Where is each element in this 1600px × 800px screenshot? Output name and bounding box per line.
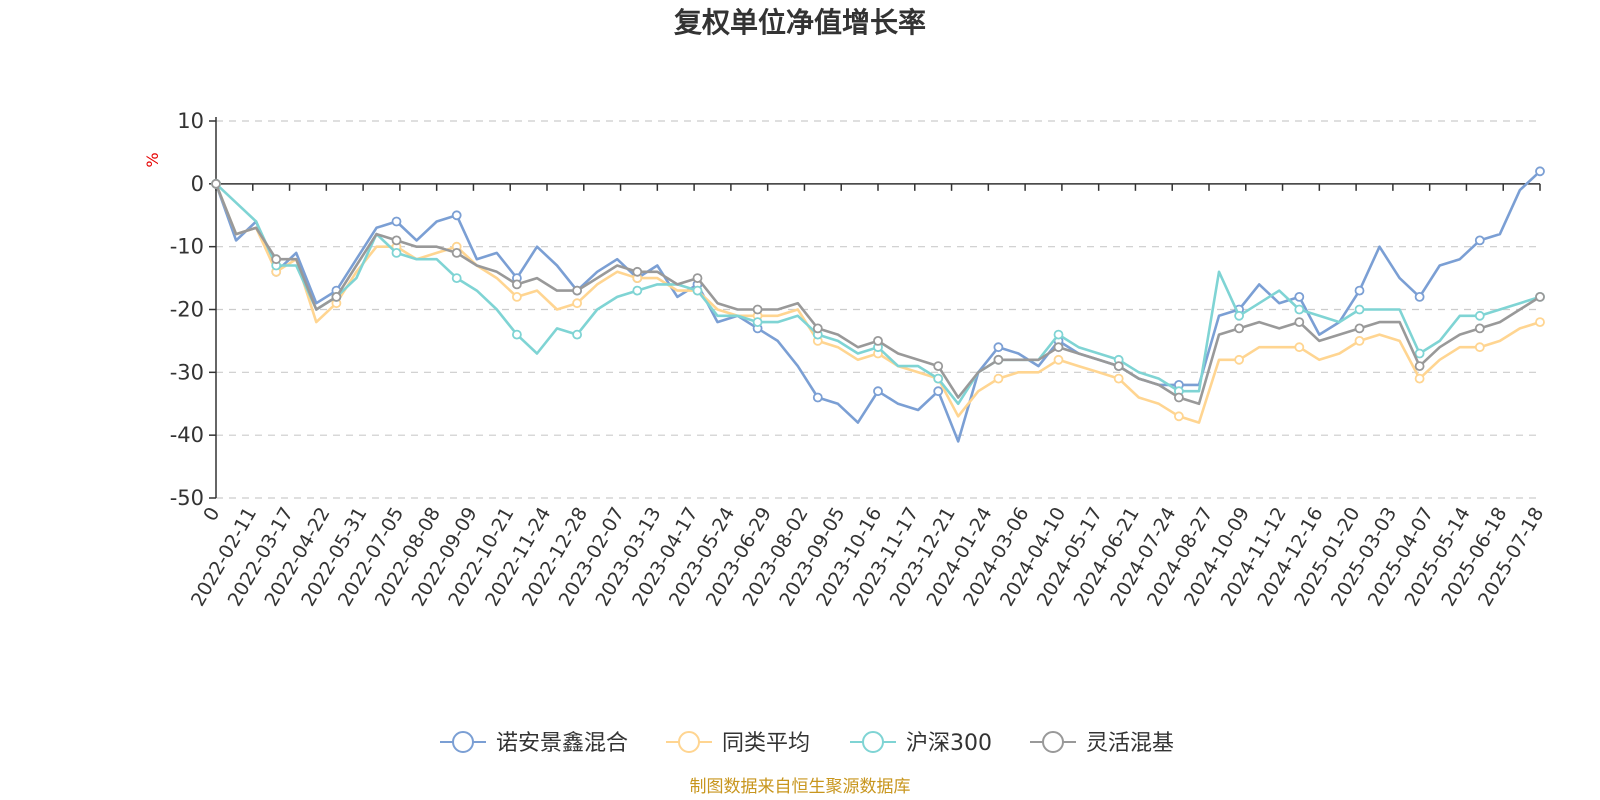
data-source-note: 制图数据来自恒生聚源数据库 xyxy=(690,777,911,797)
data-point xyxy=(993,342,1004,353)
data-point xyxy=(632,266,643,277)
data-point xyxy=(512,279,522,290)
data-point xyxy=(451,273,462,284)
x-tick-label: 0 xyxy=(199,504,224,525)
data-point xyxy=(1354,285,1365,296)
data-point xyxy=(1414,291,1425,302)
data-point xyxy=(1234,310,1244,321)
legend-label: 沪深300 xyxy=(906,731,992,756)
data-point xyxy=(1474,323,1485,334)
data-point xyxy=(572,298,582,309)
data-point xyxy=(1053,329,1064,340)
data-point xyxy=(1294,317,1305,328)
chart-title: 复权单位净值增长率 xyxy=(674,6,926,39)
data-point xyxy=(391,235,402,246)
data-point xyxy=(692,285,703,296)
axes xyxy=(209,117,1541,499)
y-tick-label: -10 xyxy=(170,235,204,259)
data-point xyxy=(1053,354,1064,365)
data-point xyxy=(993,373,1004,384)
data-point xyxy=(812,392,823,403)
y-tick-label: -50 xyxy=(170,486,204,510)
legend-item[interactable]: 沪深300 xyxy=(850,731,992,756)
grid-lines xyxy=(216,120,1540,499)
data-point xyxy=(1414,348,1425,359)
data-point xyxy=(1354,335,1365,346)
data-point xyxy=(1294,291,1305,302)
series-line xyxy=(215,182,1541,406)
data-point xyxy=(933,373,944,384)
data-point xyxy=(1113,361,1124,372)
y-tick-label: 0 xyxy=(191,172,204,196)
data-point xyxy=(1354,304,1365,315)
data-point xyxy=(993,354,1004,365)
data-point xyxy=(1414,373,1425,384)
data-point xyxy=(1174,392,1184,403)
series-line xyxy=(214,170,1541,443)
data-point xyxy=(1474,235,1485,246)
data-point xyxy=(512,329,522,340)
data-point xyxy=(752,304,763,315)
y-axis-unit: % xyxy=(143,152,162,167)
data-point xyxy=(933,361,944,372)
data-point xyxy=(692,273,703,284)
data-point xyxy=(391,216,402,227)
data-point xyxy=(1174,411,1184,422)
data-point xyxy=(331,291,342,302)
data-point xyxy=(752,317,763,328)
data-point xyxy=(271,254,282,265)
data-point xyxy=(873,335,883,346)
legend-marker xyxy=(862,731,884,753)
y-tick-label: -30 xyxy=(170,360,204,384)
data-point xyxy=(391,247,402,258)
y-tick-label: -40 xyxy=(170,423,204,447)
data-point xyxy=(211,178,221,189)
data-point xyxy=(873,386,883,397)
legend-marker xyxy=(452,731,474,753)
y-tick-label: 10 xyxy=(177,109,204,133)
series-line xyxy=(214,183,1541,406)
data-point xyxy=(1294,304,1305,315)
legend[interactable]: 诺安景鑫混合 同类平均 沪深300 灵活混基 xyxy=(440,731,1174,756)
data-point xyxy=(1535,317,1545,328)
data-point xyxy=(1414,361,1425,372)
data-point xyxy=(632,285,643,296)
data-point xyxy=(451,210,462,221)
data-point xyxy=(572,285,582,296)
legend-item[interactable]: 诺安景鑫混合 xyxy=(440,731,628,756)
legend-marker xyxy=(1042,731,1064,753)
data-point xyxy=(1474,342,1485,353)
legend-item[interactable]: 同类平均 xyxy=(666,731,810,756)
legend-label: 同类平均 xyxy=(722,731,810,756)
data-point xyxy=(812,323,823,334)
y-tick-label: -20 xyxy=(170,298,204,322)
legend-item[interactable]: 灵活混基 xyxy=(1030,731,1174,756)
data-point xyxy=(1234,323,1244,334)
data-point xyxy=(1234,354,1244,365)
data-point xyxy=(512,291,522,302)
data-point xyxy=(1535,291,1545,302)
data-point xyxy=(1294,342,1305,353)
y-tick-labels: 10 0 -10 -20 -30 -40 -50 xyxy=(170,109,204,510)
x-tick-labels: 02022-02-112022-03-172022-04-222022-05-3… xyxy=(187,504,1548,611)
data-point xyxy=(1053,342,1064,353)
data-point xyxy=(1535,166,1545,177)
legend-marker xyxy=(678,731,700,753)
data-point xyxy=(451,247,462,258)
data-point xyxy=(1474,310,1485,321)
series-lines xyxy=(211,166,1545,443)
data-point xyxy=(933,386,944,397)
data-point xyxy=(572,329,582,340)
data-point xyxy=(1113,373,1124,384)
legend-label: 灵活混基 xyxy=(1086,731,1174,756)
legend-label: 诺安景鑫混合 xyxy=(496,731,628,756)
data-point xyxy=(1354,323,1365,334)
